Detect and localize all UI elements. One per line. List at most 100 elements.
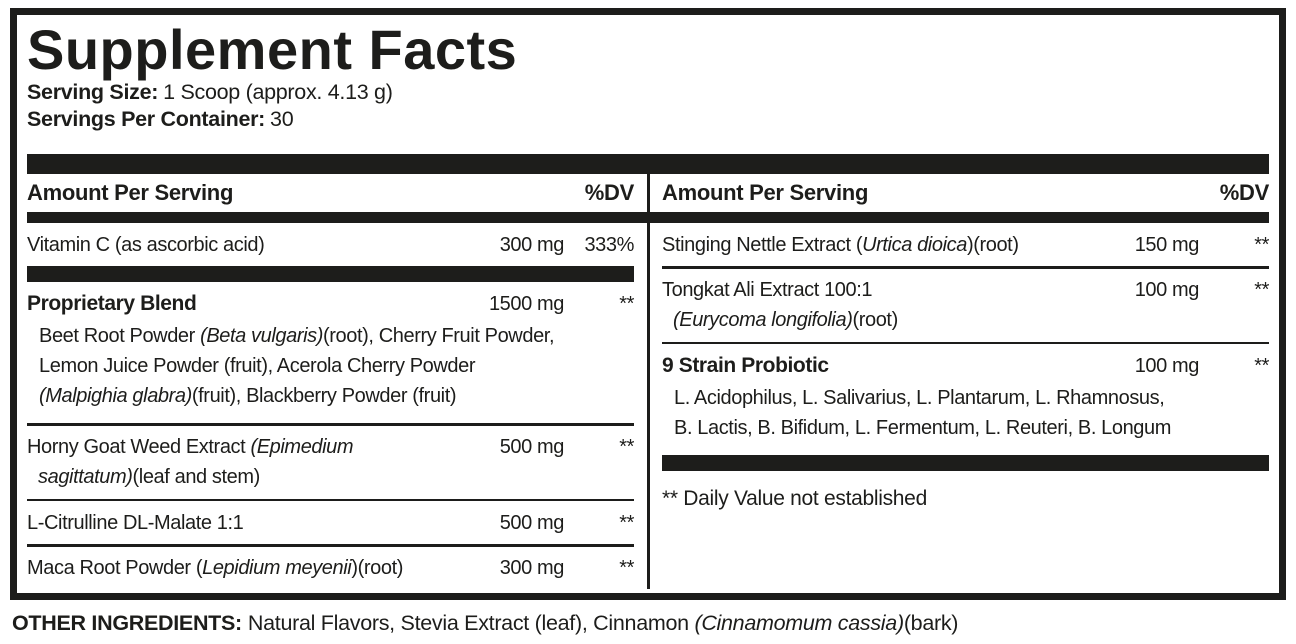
text-run: L-Citrulline DL-Malate 1:1	[27, 511, 244, 534]
ingredient-name: 9 Strain Probiotic	[662, 351, 1099, 381]
ingredient-dv: **	[619, 511, 634, 534]
facts-column-left: Vitamin C (as ascorbic acid) 300 mg 333% Pr…	[27, 223, 648, 590]
text-run: Natural Flavors, Stevia Extract (leaf), …	[247, 611, 695, 635]
table-header-row: Amount Per Serving %DV Amount Per Servin…	[27, 174, 1269, 212]
ingredient-dv: **	[619, 292, 634, 315]
text-run: Beet Root Powder	[39, 324, 201, 347]
column-divider	[646, 154, 650, 589]
ingredient-amount: 150 mg	[1134, 233, 1200, 256]
row-main: Maca Root Powder (Lepidium meyenii)(root…	[27, 553, 634, 583]
ingredient-amount: 300 mg	[499, 557, 565, 579]
row-main: Stinging Nettle Extract (Urtica dioica)(…	[662, 230, 1269, 260]
table-row: Vitamin C (as ascorbic acid) 300 mg 333%	[27, 223, 634, 266]
ingredient-name: Horny Goat Weed Extract (Epimedium sagitt…	[27, 432, 464, 492]
latin-name: Lepidium meyenii	[202, 557, 352, 579]
servings-per-container-value: 30	[270, 107, 294, 131]
row-main: Tongkat Ali Extract 100:1 (Eurycoma longi…	[662, 275, 1269, 335]
text-run: B. Lactis, B. Bifidum, L. Fermentum, L. …	[674, 416, 1172, 439]
ingredient-name: Proprietary Blend	[27, 289, 464, 319]
facts-table: Amount Per Serving %DV Amount Per Servin…	[27, 154, 1269, 589]
serving-size-value: 1 Scoop (approx. 4.13 g)	[163, 80, 393, 104]
table-row: Proprietary Blend 1500 mg ** Beet Root Powd…	[27, 282, 634, 423]
text-run: Vitamin C (as ascorbic acid)	[27, 233, 265, 256]
servings-per-container-label: Servings Per Container:	[27, 107, 266, 131]
table-row: 9 Strain Probiotic 100 mg ** L. Acidophilus…	[662, 344, 1269, 455]
text-run: (root)	[852, 309, 898, 331]
serving-size-line: Serving Size: 1 Scoop (approx. 4.13 g)	[27, 79, 1269, 106]
text-run: Proprietary Blend	[27, 291, 197, 315]
ingredient-name: Vitamin C (as ascorbic acid)	[27, 230, 464, 260]
ingredient-name: L-Citrulline DL-Malate 1:1	[27, 508, 464, 538]
ingredient-dv: **	[619, 436, 634, 458]
separator-thick	[662, 455, 1269, 471]
text-run: (fruit), Blackberry Powder (fruit)	[191, 384, 457, 407]
latin-name: (Cinnamomum cassia)	[694, 611, 904, 635]
ingredient-dv: **	[619, 557, 634, 579]
text-run: Horny Goat Weed Extract	[27, 436, 251, 458]
text-run: L. Acidophilus, L. Salivarius, L. Planta…	[674, 386, 1165, 409]
row-main: L-Citrulline DL-Malate 1:1 500 mg **	[27, 508, 634, 538]
row-main: Horny Goat Weed Extract (Epimedium sagitt…	[27, 432, 634, 492]
ingredient-amount: 500 mg	[499, 436, 565, 458]
text-run: Lemon Juice Powder (fruit), Acerola Cher…	[39, 354, 476, 377]
table-body: Vitamin C (as ascorbic acid) 300 mg 333% Pr…	[27, 223, 1269, 590]
serving-size-label: Serving Size:	[27, 80, 159, 104]
ingredient-dv: **	[1254, 233, 1269, 256]
text-run: (leaf and stem)	[132, 466, 261, 488]
table-row: Stinging Nettle Extract (Urtica dioica)(…	[662, 223, 1269, 266]
text-run: )(root)	[966, 233, 1019, 256]
servings-per-container-line: Servings Per Container: 30	[27, 106, 1269, 133]
latin-name: (Eurycoma longifolia)	[673, 309, 853, 331]
table-row: Horny Goat Weed Extract (Epimedium sagitt…	[27, 426, 634, 499]
latin-name: sagittatum)	[38, 466, 133, 488]
panel-title: Supplement Facts	[27, 18, 518, 81]
separator-thin	[27, 498, 634, 501]
dv-header: %DV	[584, 180, 635, 205]
text-run: Stinging Nettle Extract (	[662, 233, 863, 256]
ingredient-name: Tongkat Ali Extract 100:1 (Eurycoma longi…	[662, 275, 1099, 335]
latin-name: (Beta vulgaris)	[200, 324, 324, 347]
text-run: )(root)	[351, 557, 404, 579]
ingredient-amount: 1500 mg	[488, 292, 564, 315]
amount-per-serving-header: Amount Per Serving	[662, 180, 869, 205]
ingredient-name: Maca Root Powder (Lepidium meyenii)(root…	[27, 553, 464, 583]
row-main: 9 Strain Probiotic 100 mg **	[662, 351, 1269, 381]
daily-value-footnote: ** Daily Value not established	[662, 487, 927, 510]
header-left: Amount Per Serving %DV	[27, 180, 648, 206]
blend-components: Beet Root Powder (Beta vulgaris)(root), …	[27, 319, 634, 417]
separator-thin	[27, 423, 634, 426]
latin-name: (Malpighia glabra)	[39, 384, 192, 407]
dv-header: %DV	[1219, 180, 1270, 205]
header-right: Amount Per Serving %DV	[648, 180, 1269, 206]
amount-per-serving-header: Amount Per Serving	[27, 180, 234, 205]
blend-components: L. Acidophilus, L. Salivarius, L. Planta…	[662, 381, 1269, 449]
other-ingredients-label: OTHER INGREDIENTS:	[12, 611, 242, 635]
latin-name: Urtica dioica	[862, 233, 967, 256]
text-run: (bark)	[903, 611, 959, 635]
supplement-facts-panel: Supplement Facts Serving Size: 1 Scoop (a…	[10, 8, 1286, 600]
table-row: Maca Root Powder (Lepidium meyenii)(root…	[27, 547, 634, 590]
latin-name: (Epimedium	[250, 436, 354, 458]
separator-thick	[27, 266, 634, 282]
ingredient-amount: 100 mg	[1134, 354, 1200, 377]
ingredient-dv: **	[1254, 354, 1269, 377]
text-run: Tongkat Ali Extract 100:1	[662, 279, 873, 301]
table-row: Tongkat Ali Extract 100:1 (Eurycoma longi…	[662, 269, 1269, 342]
text-run: 9 Strain Probiotic	[662, 353, 829, 377]
facts-rows-right: Stinging Nettle Extract (Urtica dioica)(…	[662, 223, 1269, 471]
other-ingredients-line: OTHER INGREDIENTS: Natural Flavors, Stevi…	[12, 610, 958, 637]
row-main: Vitamin C (as ascorbic acid) 300 mg 333%	[27, 230, 634, 260]
ingredient-name: Stinging Nettle Extract (Urtica dioica)(…	[662, 230, 1099, 260]
ingredient-amount: 300 mg	[499, 233, 565, 256]
other-ingredients-value: Natural Flavors, Stevia Extract (leaf), …	[247, 611, 959, 635]
ingredient-amount: 100 mg	[1134, 279, 1200, 301]
separator-thin	[662, 266, 1269, 269]
ingredient-dv: 333%	[584, 233, 634, 256]
ingredient-amount: 500 mg	[499, 511, 565, 534]
row-main: Proprietary Blend 1500 mg **	[27, 289, 634, 319]
text-run: (root), Cherry Fruit Powder,	[323, 324, 555, 347]
text-run: Maca Root Powder (	[27, 557, 203, 579]
table-row: L-Citrulline DL-Malate 1:1 500 mg **	[27, 501, 634, 544]
separator-thin	[27, 544, 634, 547]
